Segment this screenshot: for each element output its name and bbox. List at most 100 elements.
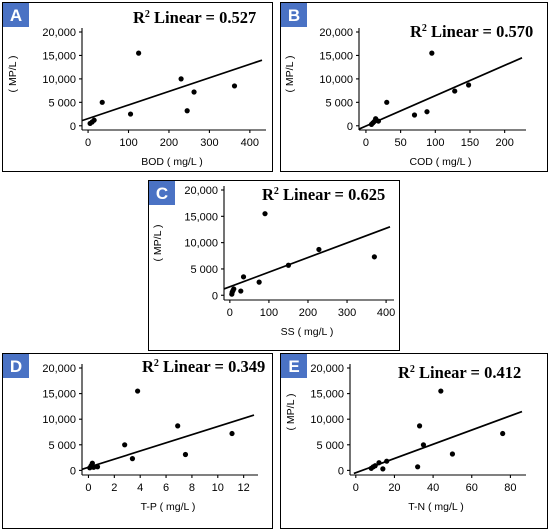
y-tick-label: 20,000 <box>319 27 353 39</box>
panel-frame <box>2 2 273 172</box>
y-tick-label: 0 <box>70 465 76 477</box>
data-point <box>182 451 189 458</box>
r-squared-value: Linear = 0.349 <box>159 357 265 376</box>
y-axis-label: ( MP/L ) <box>285 394 297 431</box>
data-point <box>256 279 262 285</box>
y-tick-label: 0 <box>212 290 218 302</box>
x-tick-label: 150 <box>461 137 479 149</box>
x-tick-label: 400 <box>377 307 395 319</box>
data-point <box>262 211 268 217</box>
x-axis-label: COD ( mg/L ) <box>409 156 471 168</box>
data-point <box>411 112 418 118</box>
panel-badge <box>281 354 307 378</box>
data-point <box>240 274 247 280</box>
x-tick-label: 2 <box>111 482 117 494</box>
regression-line <box>353 410 523 475</box>
x-tick-label: 6 <box>163 482 169 494</box>
x-tick-label: 50 <box>394 137 406 149</box>
x-tick-label: 10 <box>212 482 224 494</box>
data-point <box>127 111 134 117</box>
x-tick-label: 40 <box>427 482 439 494</box>
panel-badge <box>3 354 29 378</box>
data-point <box>449 451 456 457</box>
x-tick-label: 20 <box>388 482 400 494</box>
y-tick-label: 5 000 <box>190 264 218 276</box>
y-tick-label: 0 <box>338 465 344 477</box>
x-tick-label: 400 <box>241 137 259 149</box>
data-point <box>285 262 292 268</box>
data-point <box>420 442 427 448</box>
y-tick-label: 5 000 <box>48 97 76 109</box>
data-point <box>91 117 97 123</box>
x-tick-label: 0 <box>353 482 359 494</box>
y-tick-label: 10,000 <box>42 414 76 426</box>
data-point <box>99 99 105 105</box>
data-point <box>231 286 237 292</box>
x-tick-label: 200 <box>160 137 178 149</box>
y-axis-label: ( MP/L ) <box>152 225 164 262</box>
data-point <box>91 464 97 470</box>
regression-line <box>223 226 391 290</box>
r-squared-annotation: R2 Linear = 0.349 <box>142 357 265 376</box>
data-point <box>191 89 197 95</box>
x-tick-label: 200 <box>299 307 317 319</box>
data-point <box>376 460 382 466</box>
r-squared-symbol: R <box>133 8 146 27</box>
y-tick-label: 5 000 <box>48 440 76 452</box>
x-tick-label: 100 <box>119 137 137 149</box>
x-tick-label: 0 <box>85 482 91 494</box>
data-point <box>175 423 181 429</box>
panel-letter: C <box>156 184 168 203</box>
data-point <box>438 388 444 394</box>
panel-letter: E <box>288 357 299 376</box>
y-tick-label: 20,000 <box>184 185 218 197</box>
y-axis-label: ( MP/L ) <box>284 56 296 93</box>
r-squared-superscript: 2 <box>410 364 415 375</box>
data-point <box>500 430 506 437</box>
data-point <box>375 118 382 124</box>
r-squared-value: Linear = 0.412 <box>415 363 521 382</box>
panel-b: B 0 5 000 10,000 15,000 20,000 0 50 100 150 200 COD… <box>280 2 548 172</box>
x-tick-label: 200 <box>495 137 513 149</box>
y-tick-label: 20,000 <box>42 27 76 39</box>
y-tick-label: 5 000 <box>316 440 344 452</box>
y-tick-label: 10,000 <box>184 238 218 250</box>
y-tick-label: 20,000 <box>310 363 344 375</box>
data-point <box>416 423 423 429</box>
r-squared-value: Linear = 0.570 <box>427 22 533 41</box>
data-point <box>178 76 184 82</box>
regression-line <box>358 57 523 130</box>
data-point <box>429 50 435 56</box>
data-point <box>238 288 244 294</box>
data-point <box>316 246 322 253</box>
x-tick-label: 4 <box>137 482 143 494</box>
y-tick-label: 5 000 <box>325 97 353 109</box>
x-tick-label: 60 <box>466 482 478 494</box>
x-axis-label: SS ( mg/L ) <box>281 326 334 338</box>
y-axis-label: ( MP/L ) <box>7 56 19 93</box>
r-squared-superscript: 2 <box>154 358 159 369</box>
x-axis-label: T-P ( mg/L ) <box>141 501 196 513</box>
data-point <box>380 466 386 472</box>
data-point <box>384 458 390 464</box>
panel-letter: B <box>288 6 300 25</box>
r-squared-symbol: R <box>142 357 155 376</box>
x-axis-label: T-N ( mg/L ) <box>408 501 464 513</box>
y-tick-label: 0 <box>70 121 76 133</box>
r-squared-annotation: R2 Linear = 0.412 <box>398 363 521 382</box>
r-squared-symbol: R <box>410 22 423 41</box>
regression-line <box>81 414 255 471</box>
panel-badge <box>281 3 307 27</box>
regression-line <box>81 59 263 122</box>
panel-a: A 0 5 000 10,000 15,000 20,000 0 100 200 300 400 BO… <box>2 2 273 172</box>
data-point <box>89 460 95 466</box>
x-tick-label: 8 <box>189 482 195 494</box>
data-point <box>371 254 377 260</box>
x-tick-label: 100 <box>260 307 278 319</box>
y-tick-label: 10,000 <box>310 414 344 426</box>
data-point <box>372 463 378 469</box>
y-tick-label: 0 <box>347 121 353 133</box>
r-squared-annotation: R2 Linear = 0.625 <box>262 185 385 204</box>
y-tick-label: 15,000 <box>42 389 76 401</box>
